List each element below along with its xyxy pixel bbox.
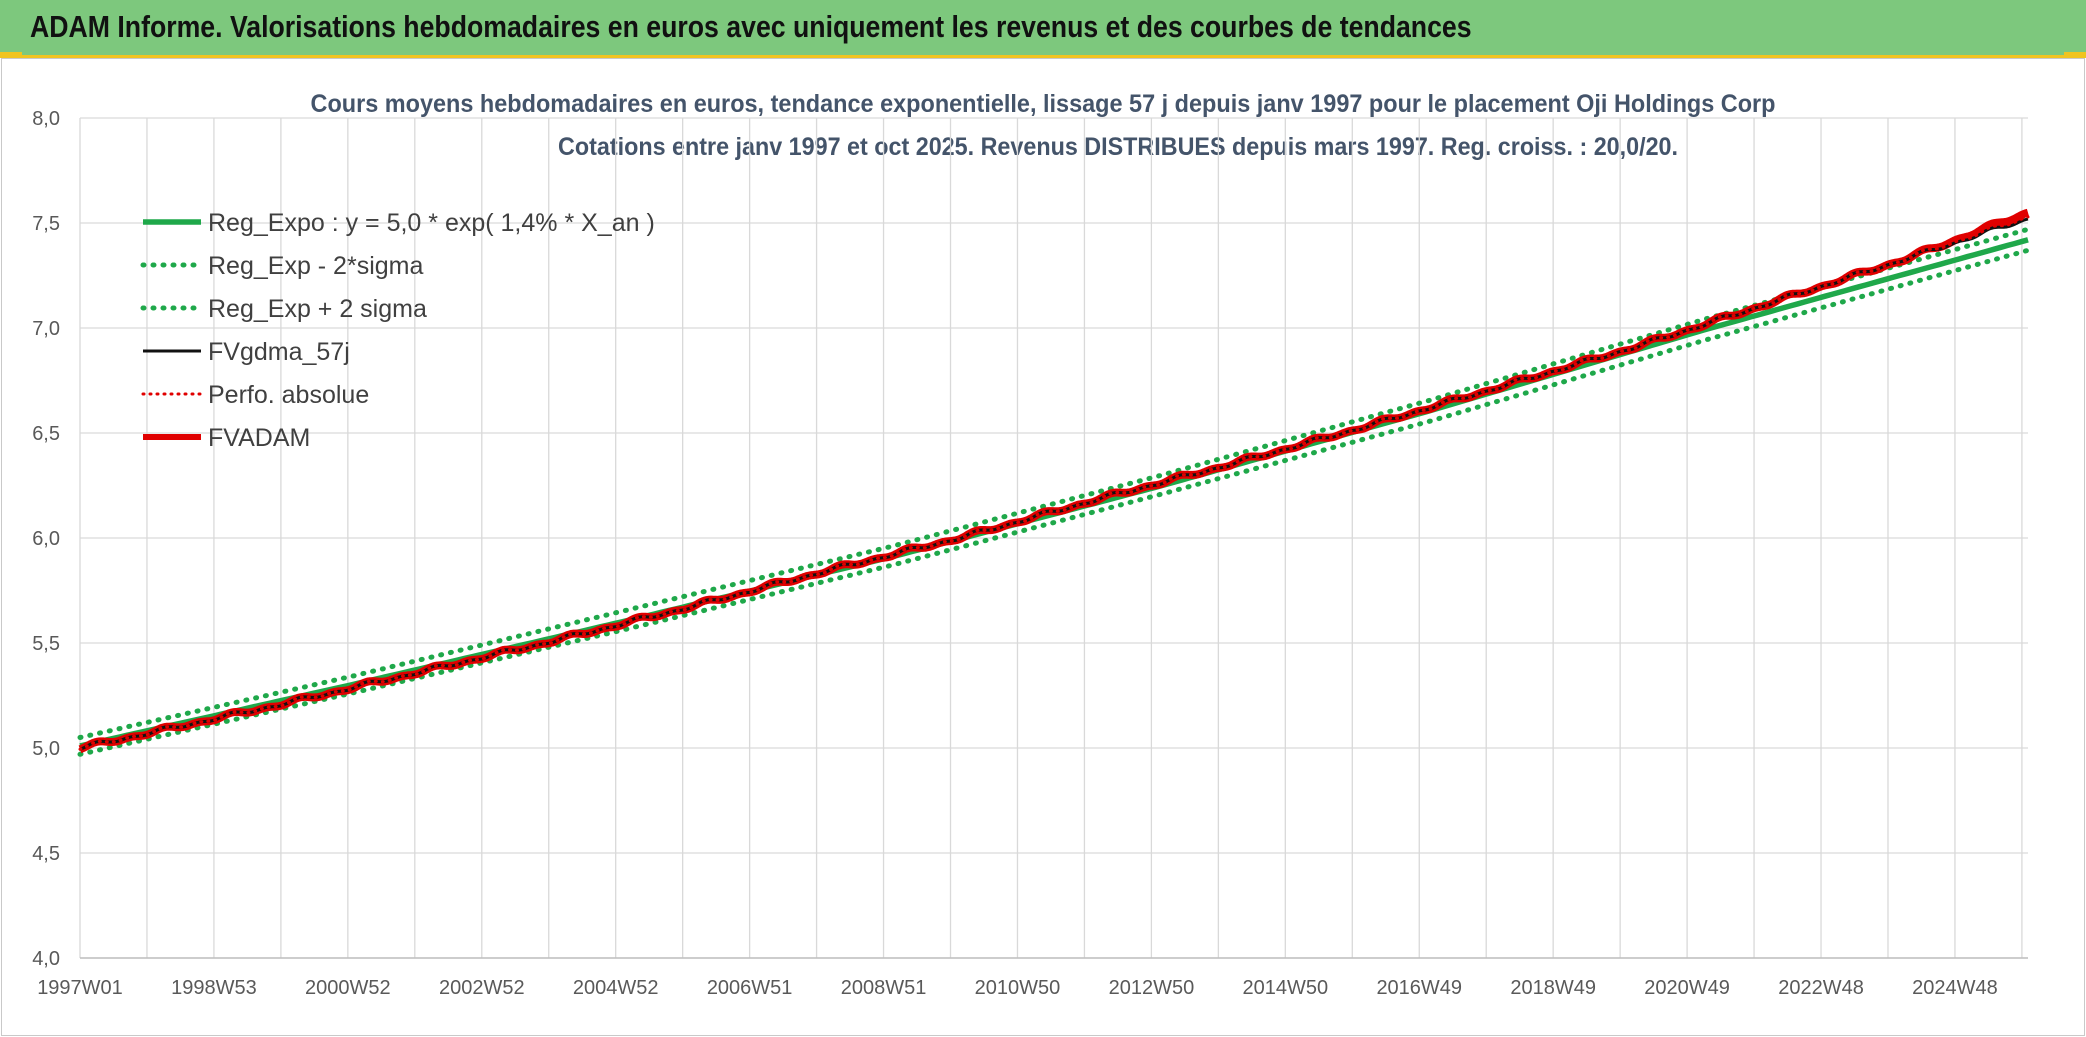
y-tick-label: 4,5: [32, 843, 60, 865]
chart-frame: [1, 58, 2085, 1036]
y-tick-label: 7,0: [32, 318, 60, 340]
y-tick-label: 5,0: [32, 738, 60, 760]
report-banner: ADAM Informe. Valorisations hebdomadaire…: [0, 0, 2086, 58]
x-tick-label: 2000W52: [305, 977, 391, 999]
legend-label: FVgdma_57j: [208, 338, 350, 366]
series-line-1: [77, 247, 2031, 757]
x-tick-label: 2002W52: [439, 977, 525, 999]
x-tick-label: 2018W49: [1510, 977, 1596, 999]
chart-subtitle: Cotations entre janv 1997 et oct 2025. R…: [558, 133, 1678, 161]
x-tick-label: 2014W50: [1243, 977, 1329, 999]
corner-accent-left: [0, 52, 22, 58]
corner-accent-right: [2064, 52, 2086, 58]
legend-label: Reg_Expo : y = 5,0 * exp( 1,4% * X_an ): [208, 209, 655, 237]
legend-label: FVADAM: [208, 424, 310, 452]
series-line-4: [78, 215, 2030, 751]
series-line-2: [77, 226, 2031, 740]
y-tick-label: 8,0: [32, 108, 60, 130]
x-tick-label: 2008W51: [841, 977, 927, 999]
x-tick-label: 2024W48: [1912, 977, 1998, 999]
x-tick-label: 2004W52: [573, 977, 659, 999]
x-tick-label: 2016W49: [1376, 977, 1462, 999]
chart-title: Cours moyens hebdomadaires en euros, ten…: [311, 90, 1776, 118]
y-tick-label: 4,0: [32, 948, 60, 970]
y-axis-ticks: 4,0 4,5 5,0 5,5 6,0 6,5 7,0 7,5 8,0: [32, 108, 60, 970]
report-title: ADAM Informe. Valorisations hebdomadaire…: [30, 9, 1472, 44]
y-tick-label: 5,5: [32, 633, 60, 655]
legend-label: Reg_Exp - 2*sigma: [208, 252, 423, 280]
x-tick-label: 2010W50: [975, 977, 1061, 999]
x-axis-ticks: 1997W01 1998W53 2000W52 2002W52 2004W52 2006W…: [37, 977, 1998, 999]
chart-legend: Reg_Expo : y = 5,0 * exp( 1,4% * X_an ) R…: [140, 209, 655, 452]
x-tick-label: 2006W51: [707, 977, 793, 999]
x-tick-label: 1997W01: [37, 977, 123, 999]
chart-series: [77, 208, 2031, 757]
x-tick-label: 2012W50: [1109, 977, 1195, 999]
y-tick-label: 6,5: [32, 423, 60, 445]
y-tick-label: 6,0: [32, 528, 60, 550]
chart-grid: [79, 117, 2028, 959]
x-tick-label: 2020W49: [1644, 977, 1730, 999]
y-tick-label: 7,5: [32, 213, 60, 235]
legend-label: Perfo. absolue: [208, 381, 369, 409]
legend-label: Reg_Exp + 2 sigma: [208, 295, 427, 323]
x-tick-label: 2022W48: [1778, 977, 1864, 999]
x-tick-label: 1998W53: [171, 977, 257, 999]
